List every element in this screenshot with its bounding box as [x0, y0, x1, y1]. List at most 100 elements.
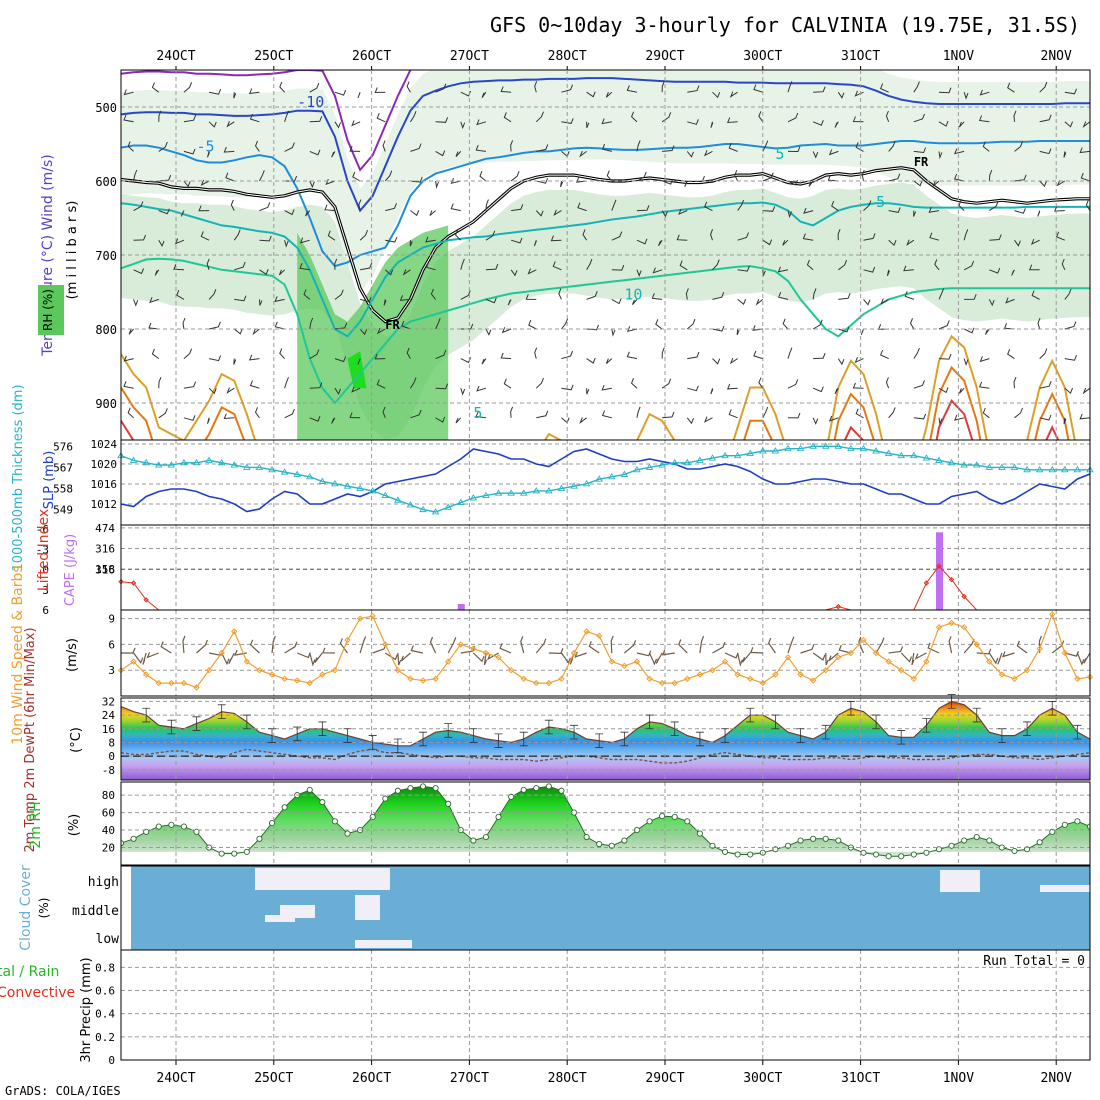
wind-barb [888, 140, 896, 152]
wind-barb [1056, 180, 1066, 187]
wind-barb [226, 121, 235, 128]
wind-barb-10m [535, 638, 547, 654]
thickness-tick-label: 549 [53, 504, 73, 517]
wind-tick-label: 9 [108, 613, 115, 626]
wind-barb [963, 358, 969, 366]
wind-barb-10m [1076, 652, 1085, 666]
wind-barb-10m [548, 648, 564, 655]
wind-barb [988, 169, 993, 182]
rh-point [797, 837, 804, 844]
wind-speed-point [948, 619, 955, 627]
wind-barb [279, 81, 285, 93]
wind-barb [534, 81, 538, 93]
wind-barb [435, 150, 446, 157]
wind-barb [837, 358, 845, 366]
wind-barb [528, 319, 537, 330]
wind-barb [605, 91, 613, 98]
wind-barb [938, 288, 945, 300]
wind-speed-point [545, 679, 553, 687]
rh-point [722, 848, 729, 855]
wind-barb [410, 111, 417, 123]
isotherm-label: 10 [624, 285, 642, 303]
wind-barb [782, 239, 789, 246]
wind-barb-10m [1001, 651, 1015, 658]
wind-barb [254, 407, 260, 419]
wind-barb [208, 121, 217, 128]
wind-barb [737, 199, 745, 211]
cape-bar [935, 532, 943, 610]
wind-barb [655, 319, 663, 330]
wind-speed-point [1036, 645, 1043, 652]
wind-barb [1089, 299, 1090, 300]
cape-tick-label: 316 [95, 564, 115, 577]
thickness-point [620, 470, 629, 477]
wind-barb-10m [888, 646, 904, 654]
thickness-point [507, 489, 515, 496]
isotherm-label: 5 [775, 145, 784, 163]
temp-minmax-bar [1023, 721, 1032, 736]
wind-barb [828, 415, 839, 422]
wind-barb [183, 348, 193, 359]
wind-barb [1089, 329, 1090, 330]
wind-barb-10m [384, 652, 398, 661]
isotherm-warm [121, 365, 1070, 440]
top-tick-label: 29OCT [645, 49, 684, 64]
wind-barb-10m [339, 638, 349, 654]
thickness-point [784, 444, 792, 452]
wind-barb [553, 209, 562, 216]
wind-speed-point [130, 658, 137, 665]
wind-barb [687, 351, 700, 360]
wind-barb [601, 410, 612, 419]
wind-barb [284, 110, 289, 122]
wind-barb [1079, 413, 1090, 420]
thickness-point [293, 470, 301, 477]
rh-point [482, 833, 489, 841]
wind-barb [586, 388, 590, 395]
lifted-point [961, 593, 967, 600]
wind-barb [712, 91, 721, 99]
wind-speed-point [872, 649, 880, 657]
thickness-point [394, 496, 402, 503]
thickness-point [142, 458, 150, 466]
wind-barb [460, 90, 472, 97]
wind-barb [1030, 238, 1040, 246]
wind-barb [630, 378, 638, 389]
wind-barb [1028, 264, 1040, 271]
rh-point [860, 849, 867, 856]
wind-speed-point [898, 666, 905, 674]
rh-point [910, 851, 917, 858]
temp-minmax-bar [494, 733, 503, 748]
wind-barb [978, 115, 990, 123]
wind-speed-point [268, 671, 276, 678]
temp-minmax-bar [393, 738, 402, 754]
temp-tick-label: 0 [108, 750, 115, 763]
wind-barb [579, 417, 587, 424]
rh-point [1011, 847, 1018, 855]
wind-speed-point [444, 658, 452, 665]
wind-barb [726, 117, 738, 124]
thickness-point [683, 458, 692, 466]
wind-barb [430, 288, 437, 300]
wind-barb [309, 349, 320, 360]
wind-speed-point [709, 666, 716, 674]
rh-point [218, 850, 225, 857]
wind-barb [561, 417, 570, 424]
wind-barb-10m [875, 637, 885, 654]
wind-barb [684, 180, 688, 188]
temp-ylabel: 2m Temp 2m DewPt (6hr Min/Max) [23, 627, 38, 852]
bottom-tick-label: 25OCT [254, 1071, 293, 1086]
rh-point [319, 799, 326, 806]
wind-barb [679, 260, 688, 271]
lifted-tick-label: -6 [36, 523, 49, 536]
wind-units: (m/s) [65, 638, 80, 672]
wind-barb [938, 120, 949, 127]
thickness-point [494, 489, 503, 496]
rh-point [810, 835, 817, 842]
wind-barb [1013, 110, 1017, 122]
wind-barb [979, 89, 990, 96]
wind-barb [331, 417, 336, 424]
thickness-point [255, 463, 264, 470]
wind-barb [758, 111, 764, 123]
temp-plot-area [121, 700, 1090, 780]
wind-barb [206, 258, 210, 270]
